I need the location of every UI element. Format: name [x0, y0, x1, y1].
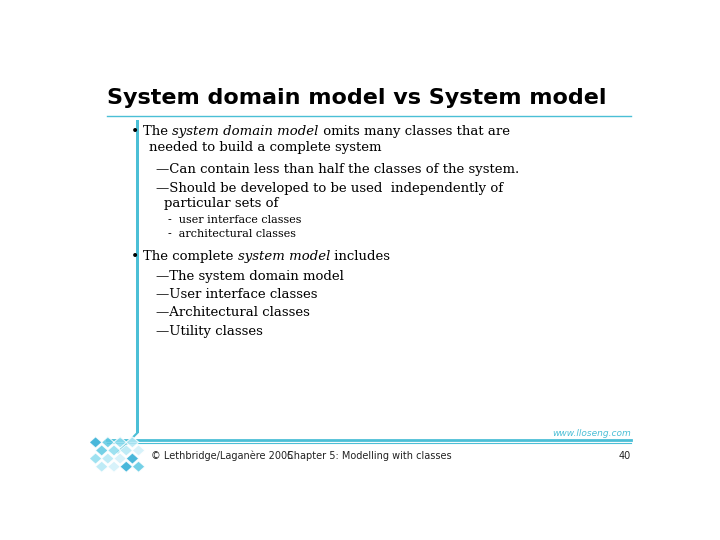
Text: -  user interface classes: - user interface classes [168, 215, 302, 225]
Text: particular sets of: particular sets of [164, 198, 279, 211]
Polygon shape [102, 437, 114, 448]
Text: Chapter 5: Modelling with classes: Chapter 5: Modelling with classes [287, 451, 451, 461]
Text: 40: 40 [619, 451, 631, 461]
Text: system domain model: system domain model [172, 125, 319, 138]
Text: —Architectural classes: —Architectural classes [156, 306, 310, 319]
Text: —Utility classes: —Utility classes [156, 325, 263, 338]
Text: system model: system model [238, 250, 330, 263]
Text: —Should be developed to be used  independently of: —Should be developed to be used independ… [156, 183, 503, 195]
Text: •: • [131, 250, 140, 264]
Polygon shape [107, 461, 120, 472]
Bar [136, 120, 139, 433]
Polygon shape [132, 445, 145, 456]
Polygon shape [120, 445, 132, 456]
Text: -  architectural classes: - architectural classes [168, 229, 296, 239]
Polygon shape [132, 461, 145, 472]
Text: omits many classes that are: omits many classes that are [319, 125, 510, 138]
Polygon shape [114, 453, 127, 464]
Text: The: The [143, 125, 172, 138]
Text: needed to build a complete system: needed to build a complete system [148, 141, 381, 154]
Polygon shape [102, 453, 114, 464]
Polygon shape [95, 445, 108, 456]
Polygon shape [120, 461, 132, 472]
Text: —User interface classes: —User interface classes [156, 288, 318, 301]
Text: The complete: The complete [143, 250, 238, 263]
Text: —Can contain less than half the classes of the system.: —Can contain less than half the classes … [156, 163, 519, 176]
Polygon shape [95, 461, 108, 472]
Text: System domain model vs System model: System domain model vs System model [107, 87, 606, 107]
Text: •: • [131, 125, 140, 139]
Polygon shape [107, 445, 120, 456]
Text: www.lloseng.com: www.lloseng.com [552, 429, 631, 438]
Text: © Lethbridge/Laganère 2005: © Lethbridge/Laganère 2005 [151, 451, 294, 461]
Polygon shape [89, 437, 102, 448]
Polygon shape [126, 453, 139, 464]
Text: includes: includes [330, 250, 390, 263]
Polygon shape [114, 437, 127, 448]
Polygon shape [89, 453, 102, 464]
Text: —The system domain model: —The system domain model [156, 270, 343, 283]
Polygon shape [126, 437, 139, 448]
